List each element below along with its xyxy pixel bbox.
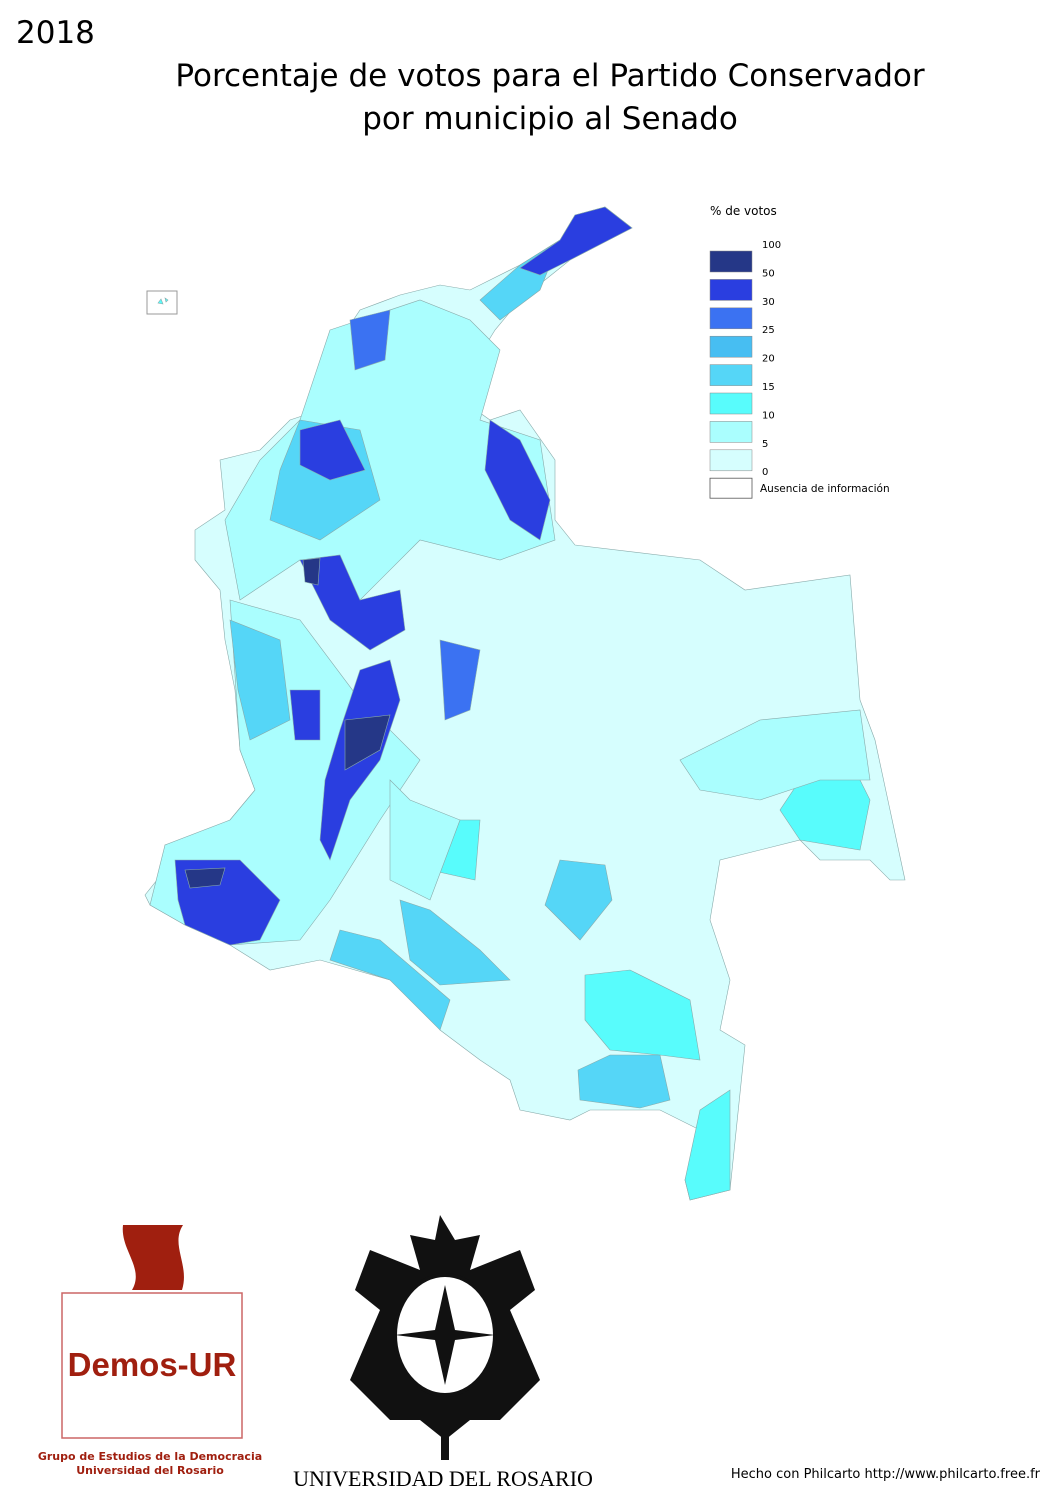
year: 2018 xyxy=(16,15,95,51)
legend-break: 100 xyxy=(762,240,781,251)
crest-cross xyxy=(395,1285,495,1385)
footer: Hecho con Philcarto http://www.philcarto… xyxy=(731,1467,1041,1482)
logo-caption: Grupo de Estudios de la Democracia xyxy=(38,1450,262,1463)
region xyxy=(299,419,366,481)
title-line: por municipio al Senado xyxy=(362,101,738,137)
island xyxy=(157,297,169,305)
title-line: Porcentaje de votos para el Partido Cons… xyxy=(175,58,924,94)
region xyxy=(329,929,451,1031)
legend-break: 20 xyxy=(762,354,775,365)
region xyxy=(184,867,226,889)
legend-swatch xyxy=(709,421,753,443)
legend-break: 50 xyxy=(762,268,775,279)
legend-swatch xyxy=(709,449,753,472)
legend-swatch xyxy=(709,392,753,415)
region xyxy=(349,309,391,371)
logo-shape xyxy=(122,1225,184,1290)
legend-swatch xyxy=(709,307,753,330)
legend-swatch xyxy=(709,335,753,358)
legend-break: 25 xyxy=(762,325,775,336)
university-logo: UNIVERSIDAD DEL ROSARIO xyxy=(293,1215,593,1491)
logo-caption: Universidad del Rosario xyxy=(76,1464,224,1477)
region xyxy=(344,714,391,771)
map xyxy=(144,206,906,1201)
legend-title: % de votos xyxy=(710,204,777,218)
region xyxy=(389,779,461,901)
crest-stem xyxy=(441,1435,449,1460)
logo-name: Demos-UR xyxy=(68,1346,237,1383)
region xyxy=(684,1089,731,1201)
region xyxy=(519,206,633,276)
legend-break: 15 xyxy=(762,382,775,393)
region xyxy=(289,689,321,741)
region xyxy=(584,969,701,1061)
legend-break: 0 xyxy=(762,467,768,478)
legend-break: 10 xyxy=(762,410,775,421)
region xyxy=(302,557,321,586)
legend-break: 5 xyxy=(762,439,768,450)
region xyxy=(229,619,291,741)
demos-logo: Demos-UR Grupo de Estudios de la Democra… xyxy=(38,1225,262,1477)
region xyxy=(484,419,551,541)
university-name: UNIVERSIDAD DEL ROSARIO xyxy=(293,1466,593,1491)
legend-swatch xyxy=(709,364,753,386)
region xyxy=(679,709,871,801)
region xyxy=(544,859,613,941)
legend-swatch xyxy=(709,477,753,499)
legend-swatch xyxy=(709,279,753,301)
region xyxy=(439,639,481,721)
region xyxy=(399,899,511,986)
legend-swatch xyxy=(709,250,753,273)
legend-no-data: Ausencia de información xyxy=(760,483,890,495)
region xyxy=(299,554,406,651)
legend-break: 30 xyxy=(762,297,775,308)
logo-box xyxy=(61,1292,243,1439)
